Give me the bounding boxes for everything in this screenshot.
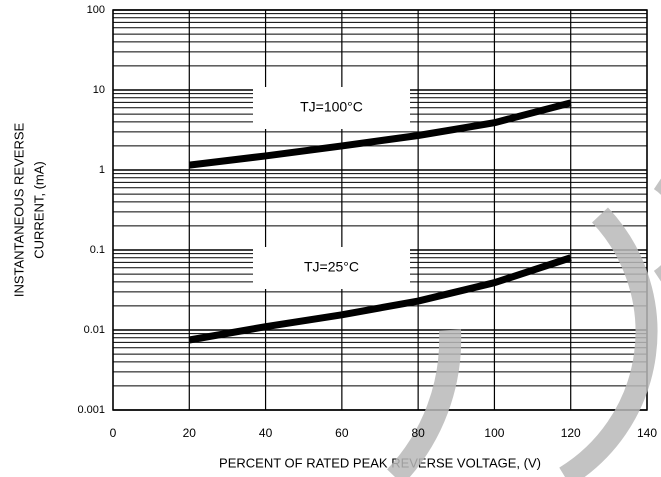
watermark-arc <box>386 329 462 477</box>
y-tick-label: 10 <box>93 84 105 96</box>
y-tick-label: 0.01 <box>84 324 105 336</box>
x-tick-label: 120 <box>561 426 581 440</box>
y-tick-label: 1 <box>99 164 105 176</box>
x-tick-label: 0 <box>110 426 117 440</box>
plot-frame <box>112 9 648 411</box>
y-axis-label: CURRENT, (mA) <box>31 161 46 259</box>
label-box <box>253 247 410 289</box>
x-tick-label: 60 <box>335 426 349 440</box>
x-tick-label: 40 <box>259 426 273 440</box>
watermark <box>386 178 661 477</box>
x-tick-label: 20 <box>183 426 197 440</box>
series-label: TJ=25°C <box>304 259 359 275</box>
y-tick-label: 0.001 <box>77 404 105 416</box>
label-box <box>253 87 410 129</box>
y-axis-label: INSTANTANEOUS REVERSE <box>11 123 26 298</box>
series-line <box>188 99 572 169</box>
x-tick-label: 140 <box>637 426 657 440</box>
x-tick-label: 80 <box>411 426 425 440</box>
plot: TJ=100°C TJ=25°C <box>112 9 648 411</box>
series-line <box>188 254 572 344</box>
x-tick-label: 100 <box>484 426 504 440</box>
y-tick-label: 0.1 <box>90 244 105 256</box>
x-axis-label: PERCENT OF RATED PEAK REVERSE VOLTAGE, (… <box>219 455 541 470</box>
watermark-arc <box>559 207 658 477</box>
y-tick-label: 100 <box>87 4 105 16</box>
series-label: TJ=100°C <box>300 99 363 115</box>
